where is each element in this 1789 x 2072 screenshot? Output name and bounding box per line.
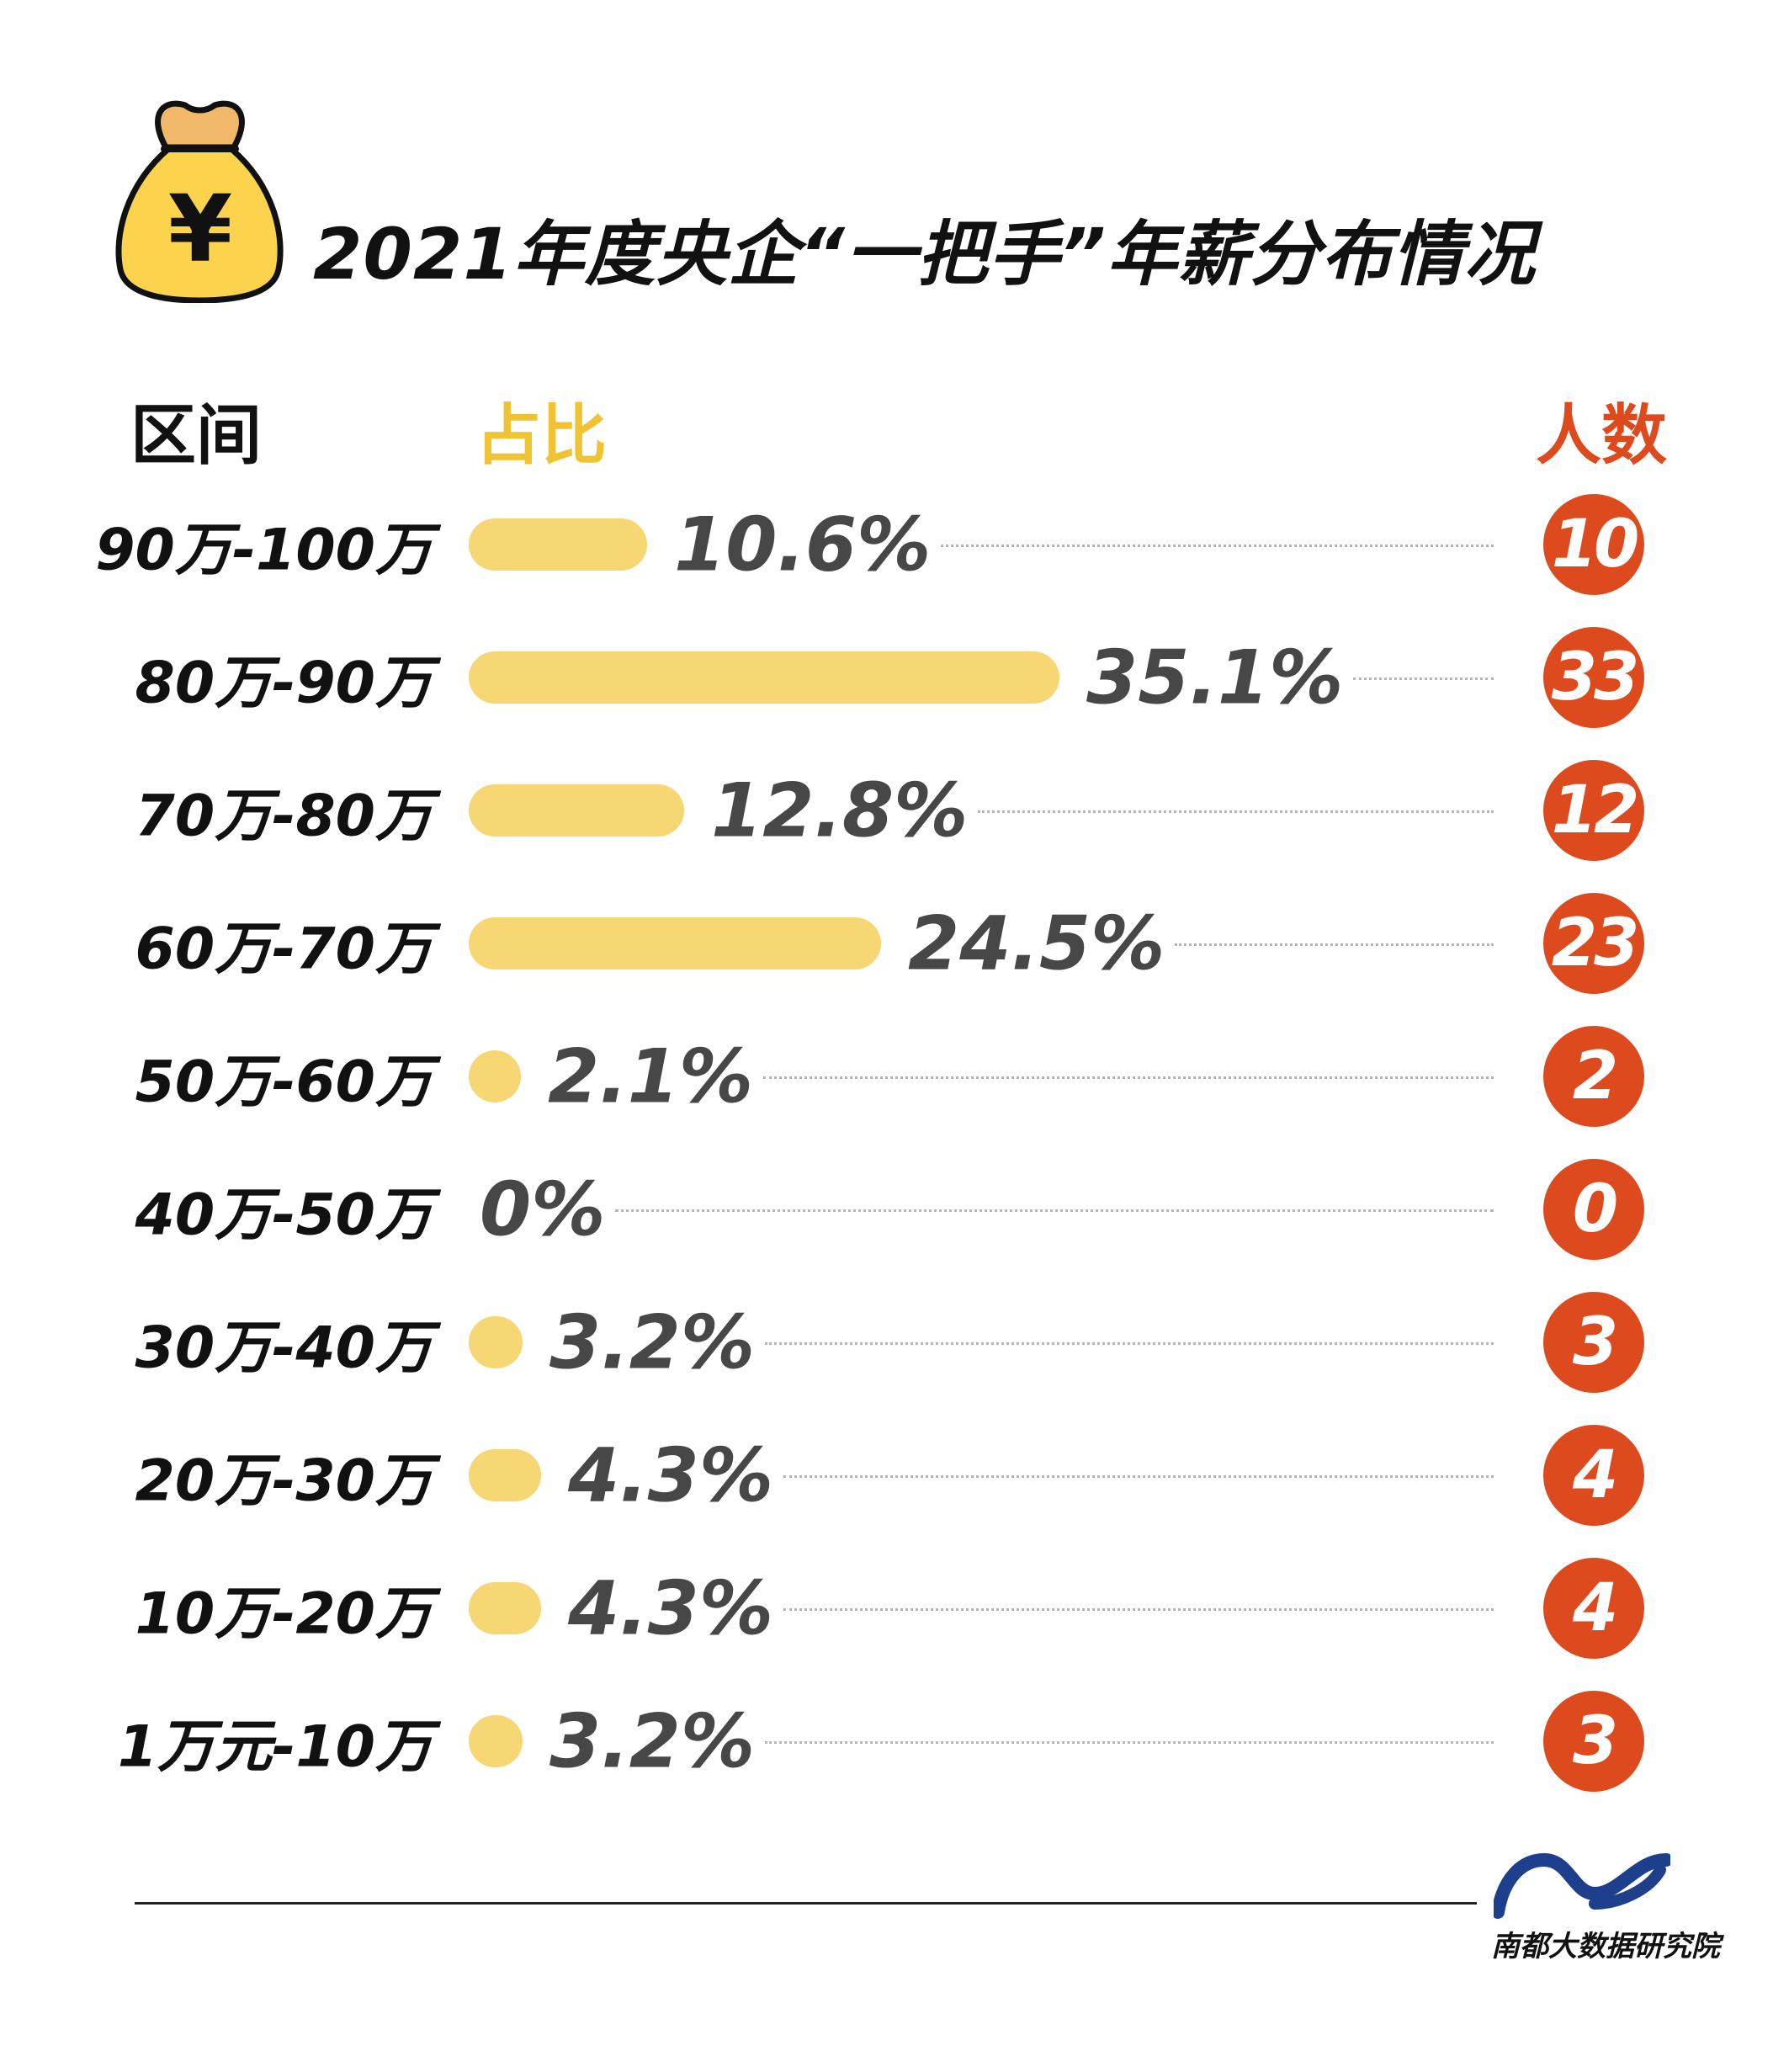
share-percent-label: 3.2% — [549, 1299, 756, 1386]
brand-logo-icon — [1494, 1852, 1670, 1919]
count-badge: 3 — [1543, 1292, 1644, 1393]
money-bag-icon: ¥ — [115, 100, 284, 303]
count-badge: 33 — [1543, 627, 1644, 728]
column-header-count: 人数 — [1536, 398, 1668, 474]
chart-rows: 90万-100万 10.6% 10 80万-90万 35.1% 33 70万-80万 12.8… — [0, 478, 1789, 1808]
column-header-share: 占比 — [475, 398, 608, 474]
share-bar — [469, 1715, 523, 1767]
share-bar — [469, 1050, 521, 1102]
footer-divider — [135, 1902, 1477, 1905]
share-percent-label: 0% — [480, 1166, 606, 1253]
share-bar — [469, 917, 881, 970]
leader-dots — [1353, 677, 1494, 680]
share-bar — [469, 651, 1059, 704]
count-badge: 4 — [1543, 1558, 1644, 1659]
leader-dots — [763, 1076, 1494, 1079]
share-percent-label: 4.3% — [568, 1565, 774, 1652]
share-percent-label: 10.6% — [674, 501, 932, 588]
leader-dots — [978, 810, 1494, 813]
chart-row: 90万-100万 10.6% 10 — [0, 478, 1789, 611]
share-percent-label: 2.1% — [548, 1033, 754, 1120]
range-label: 1万元-10万 — [117, 1713, 433, 1781]
share-bar — [469, 1316, 523, 1368]
count-badge: 2 — [1543, 1026, 1644, 1127]
chart-title: 2021年度央企“一把手”年薪分布情况 — [313, 213, 1536, 295]
share-bar — [469, 1582, 541, 1634]
chart-row: 30万-40万 3.2% 3 — [0, 1276, 1789, 1409]
chart-row: 60万-70万 24.5% 23 — [0, 877, 1789, 1010]
share-percent-label: 24.5% — [908, 900, 1165, 987]
range-label: 20万-30万 — [135, 1448, 433, 1515]
share-bar — [469, 784, 684, 837]
leader-dots — [783, 1608, 1494, 1611]
money-bag-neck — [155, 100, 245, 151]
chart-row: 80万-90万 35.1% 33 — [0, 611, 1789, 744]
count-badge: 10 — [1543, 494, 1644, 595]
range-label: 30万-40万 — [135, 1315, 433, 1382]
count-badge: 12 — [1543, 760, 1644, 861]
share-bar — [469, 518, 647, 571]
leader-dots — [941, 545, 1494, 547]
chart-row: 40万-50万 0% 0 — [0, 1143, 1789, 1276]
leader-dots — [765, 1741, 1494, 1744]
range-label: 70万-80万 — [135, 783, 433, 850]
chart-row: 70万-80万 12.8% 12 — [0, 744, 1789, 877]
count-badge: 3 — [1543, 1691, 1644, 1792]
chart-row: 10万-20万 4.3% 4 — [0, 1542, 1789, 1675]
chart-row: 50万-60万 2.1% 2 — [0, 1010, 1789, 1143]
brand-name: 南都大数据研究院 — [1491, 1930, 1720, 1963]
range-label: 80万-90万 — [135, 650, 433, 717]
count-badge: 0 — [1543, 1159, 1644, 1260]
chart-row: 1万元-10万 3.2% 3 — [0, 1675, 1789, 1808]
range-label: 50万-60万 — [135, 1049, 433, 1116]
money-bag-currency: ¥ — [168, 175, 233, 283]
share-percent-label: 4.3% — [568, 1432, 774, 1519]
share-percent-label: 35.1% — [1086, 634, 1344, 721]
column-header-range: 区间 — [130, 398, 263, 474]
share-percent-label: 3.2% — [549, 1697, 756, 1785]
range-label: 60万-70万 — [135, 916, 433, 983]
chart-row: 20万-30万 4.3% 4 — [0, 1409, 1789, 1542]
money-bag-body — [115, 146, 284, 303]
leader-dots — [1175, 943, 1494, 946]
share-percent-label: 12.8% — [711, 767, 969, 854]
leader-dots — [783, 1475, 1494, 1478]
leader-dots — [615, 1209, 1494, 1212]
range-label: 10万-20万 — [135, 1581, 433, 1648]
share-bar — [469, 1449, 541, 1501]
count-badge: 4 — [1543, 1425, 1644, 1526]
count-badge: 23 — [1543, 893, 1644, 994]
range-label: 40万-50万 — [135, 1182, 433, 1249]
range-label: 90万-100万 — [95, 517, 433, 584]
leader-dots — [765, 1342, 1494, 1345]
